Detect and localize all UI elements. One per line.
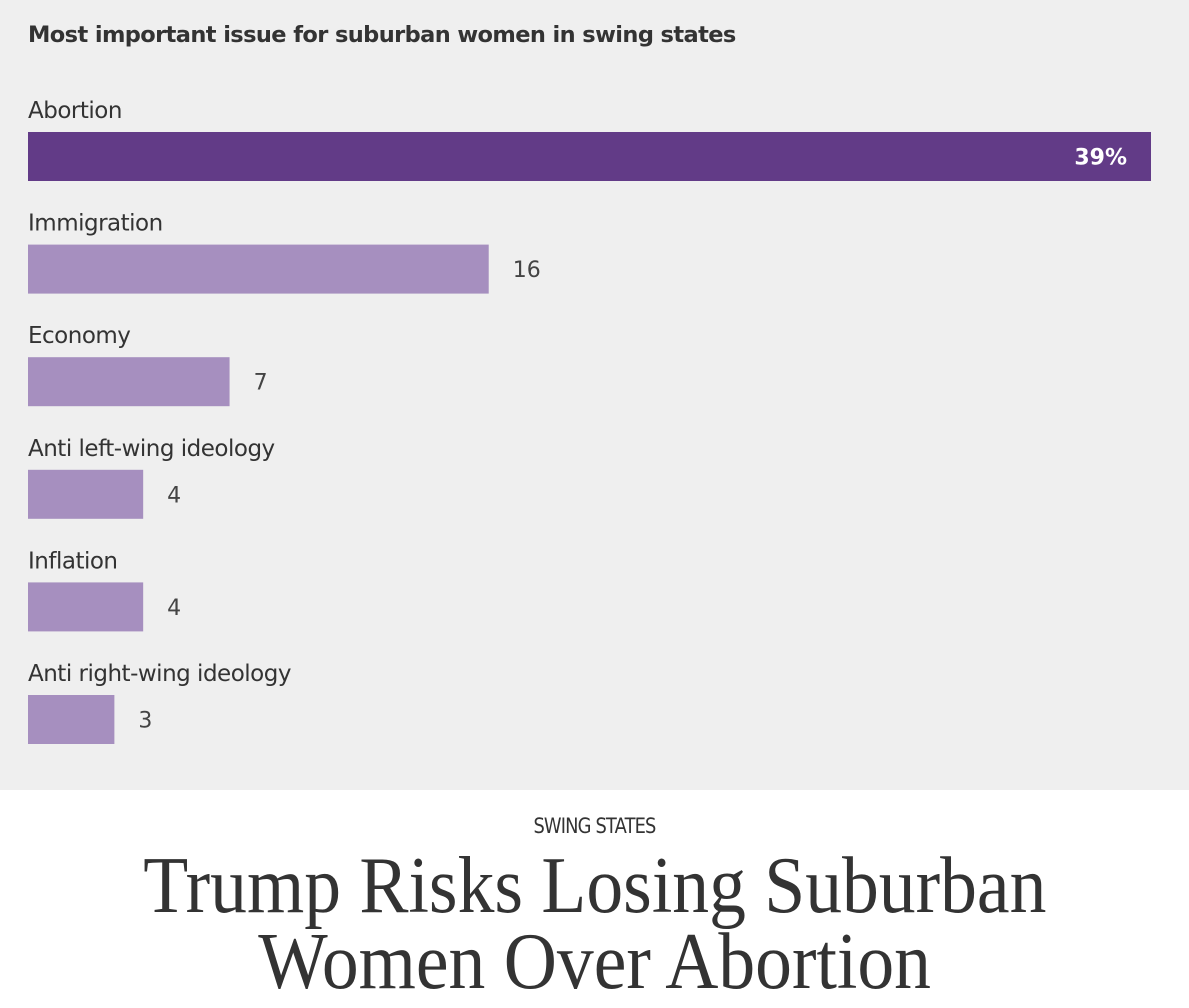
- bar-inflation: [28, 582, 144, 632]
- category-label-economy: Economy: [28, 323, 130, 349]
- value-label-immigration: 16: [513, 258, 541, 283]
- article-headline[interactable]: Trump Risks Losing Suburban Women Over A…: [0, 842, 1189, 1006]
- category-label-anti-left-wing-ideology: Anti left-wing ideology: [28, 436, 275, 462]
- value-label-anti-right-wing-ideology: 3: [138, 709, 152, 734]
- category-label-abortion: Abortion: [28, 98, 122, 124]
- bar-anti-left-wing-ideology: [28, 469, 144, 519]
- value-label-inflation: 4: [167, 596, 181, 621]
- category-label-anti-right-wing-ideology: Anti right-wing ideology: [28, 661, 291, 687]
- bar-chart: Abortion 39% Immigration 16 Economy 7 Anti lef…: [28, 98, 1151, 744]
- chart-panel: Most important issue for suburban women …: [0, 0, 1189, 790]
- category-label-immigration: Immigration: [28, 211, 163, 237]
- value-label-anti-left-wing-ideology: 4: [167, 483, 181, 508]
- value-label-abortion: 39%: [1074, 146, 1127, 171]
- headline-line-1: Trump Risks Losing Suburban: [142, 842, 1047, 930]
- chart-title: Most important issue for suburban women …: [28, 22, 736, 48]
- bar-immigration: [28, 244, 489, 294]
- bar-economy: [28, 357, 230, 407]
- bar-abortion: [28, 132, 1151, 181]
- bar-anti-right-wing-ideology: [28, 695, 115, 744]
- article-kicker[interactable]: SWING STATES: [533, 814, 656, 838]
- value-label-economy: 7: [254, 371, 268, 396]
- category-label-inflation: Inflation: [28, 548, 118, 574]
- headline-line-2: Women Over Abortion: [258, 918, 931, 1006]
